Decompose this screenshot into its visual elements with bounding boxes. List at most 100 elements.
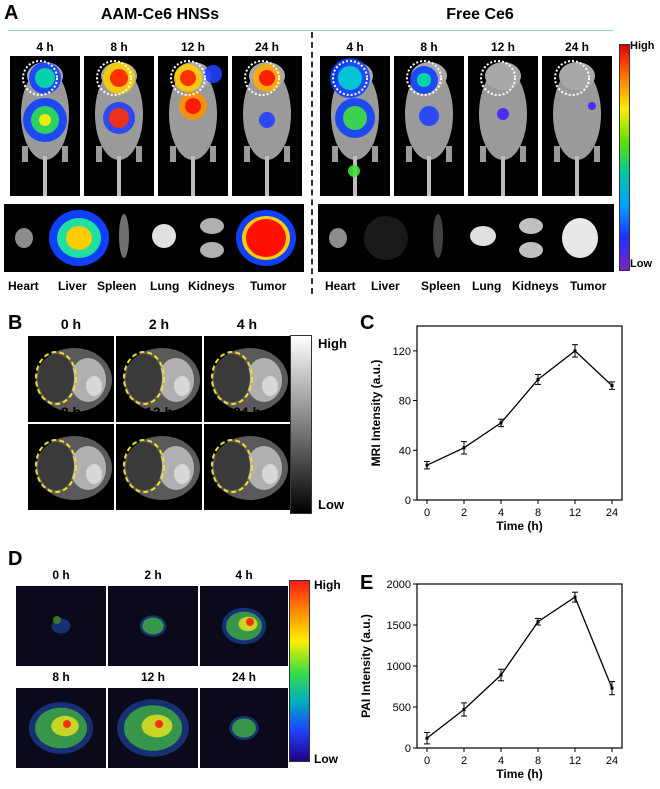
colorbar-d <box>289 580 310 762</box>
mri-image <box>28 424 114 510</box>
mri-image <box>204 336 290 422</box>
series-line <box>426 596 613 739</box>
organ-label: Lung <box>150 279 180 293</box>
colorbar-b-low: Low <box>318 497 344 512</box>
mouse-fluorescence-image <box>394 56 464 196</box>
time-label-a: 4 h <box>36 40 54 54</box>
x-tick-label: 4 <box>498 507 504 519</box>
y-axis-label: MRI Intensity (a.u.) <box>369 360 383 467</box>
panel-c-letter: C <box>360 312 375 334</box>
panel-e-letter: E <box>360 572 374 594</box>
mouse-fluorescence-image <box>320 56 390 196</box>
organs-image-free <box>318 204 614 272</box>
pai-image <box>200 688 288 768</box>
organ-label: Liver <box>58 279 87 293</box>
time-label-a: 24 h <box>254 40 279 54</box>
pai-image <box>108 688 198 768</box>
organ-label: Tumor <box>250 279 287 293</box>
organ-label: Tumor <box>570 279 607 293</box>
time-label-b: 12 h <box>144 404 173 420</box>
pai-image <box>108 586 198 666</box>
group-divider <box>311 32 313 294</box>
plot-frame <box>416 583 623 749</box>
time-label-b: 4 h <box>236 316 258 332</box>
panel-b-letter: B <box>8 312 23 334</box>
y-tick-label: 1500 <box>387 620 411 632</box>
x-tick-label: 0 <box>424 507 430 519</box>
time-label-a: 24 h <box>564 40 589 54</box>
time-label-d: 2 h <box>144 568 162 582</box>
x-tick-label: 24 <box>606 755 618 767</box>
x-tick-label: 2 <box>461 755 467 767</box>
organ-label: Spleen <box>97 279 137 293</box>
data-point <box>536 377 540 381</box>
x-tick-label: 12 <box>569 507 581 519</box>
organ-label: Heart <box>8 279 39 293</box>
pai-image <box>200 586 288 666</box>
data-point <box>499 421 503 425</box>
data-point <box>425 736 429 740</box>
group-title-free: Free Ce6 <box>446 6 514 23</box>
organs-image-aam <box>4 204 304 272</box>
y-tick-label: 2000 <box>387 580 411 591</box>
data-point <box>573 595 577 599</box>
time-label-b: 0 h <box>60 316 82 332</box>
mouse-fluorescence-image <box>468 56 538 196</box>
pai-image <box>16 688 106 768</box>
panel-d-letter: D <box>8 548 23 570</box>
y-tick-label: 1000 <box>387 661 411 673</box>
data-point <box>573 349 577 353</box>
time-label-d: 0 h <box>52 568 70 582</box>
mri-image <box>204 424 290 510</box>
series-line <box>426 350 613 466</box>
time-label-d: 24 h <box>231 670 256 684</box>
y-tick-label: 0 <box>405 495 411 507</box>
y-tick-label: 40 <box>399 445 411 457</box>
y-tick-label: 0 <box>405 743 411 755</box>
time-label-d: 8 h <box>52 670 70 684</box>
panel-a-letter: A <box>4 2 19 24</box>
colorbar-d-high: High <box>314 578 341 592</box>
organ-label: Lung <box>472 279 502 293</box>
time-label-d: 4 h <box>235 568 253 582</box>
organ-label: Kidneys <box>512 279 559 293</box>
x-tick-label: 24 <box>606 507 618 519</box>
data-point <box>610 384 614 388</box>
x-tick-label: 12 <box>569 755 581 767</box>
mouse-fluorescence-image <box>232 56 302 196</box>
time-label-b: 2 h <box>148 316 170 332</box>
colorbar-a-low: Low <box>630 258 652 270</box>
mouse-fluorescence-image <box>158 56 228 196</box>
mouse-fluorescence-image <box>10 56 80 196</box>
title-underline <box>8 30 613 31</box>
organ-label: Heart <box>325 279 356 293</box>
data-point <box>499 673 503 677</box>
data-point <box>462 446 466 450</box>
mri-image <box>28 336 114 422</box>
x-tick-label: 4 <box>498 755 504 767</box>
time-label-b: 8 h <box>60 404 82 420</box>
x-axis-label: Time (h) <box>496 519 542 533</box>
plot-frame <box>416 325 623 501</box>
organ-label: Spleen <box>421 279 461 293</box>
colorbar-d-low: Low <box>314 752 338 766</box>
mri-image <box>116 424 202 510</box>
colorbar-b <box>290 335 312 514</box>
data-point <box>610 686 614 690</box>
data-point <box>425 463 429 467</box>
data-point <box>462 707 466 711</box>
time-label-a: 12 h <box>490 40 515 54</box>
mri-image <box>116 336 202 422</box>
y-tick-label: 120 <box>393 346 411 358</box>
x-tick-label: 8 <box>535 755 541 767</box>
colorbar-a-high: High <box>630 40 655 52</box>
time-label-d: 12 h <box>140 670 165 684</box>
time-label-a: 4 h <box>346 40 364 54</box>
colorbar-a <box>619 44 630 271</box>
y-tick-label: 80 <box>399 396 411 408</box>
y-tick-label: 500 <box>393 702 411 714</box>
time-label-a: 8 h <box>110 40 128 54</box>
organ-label: Liver <box>371 279 400 293</box>
y-axis-label: PAI Intensity (a.u.) <box>359 614 373 718</box>
